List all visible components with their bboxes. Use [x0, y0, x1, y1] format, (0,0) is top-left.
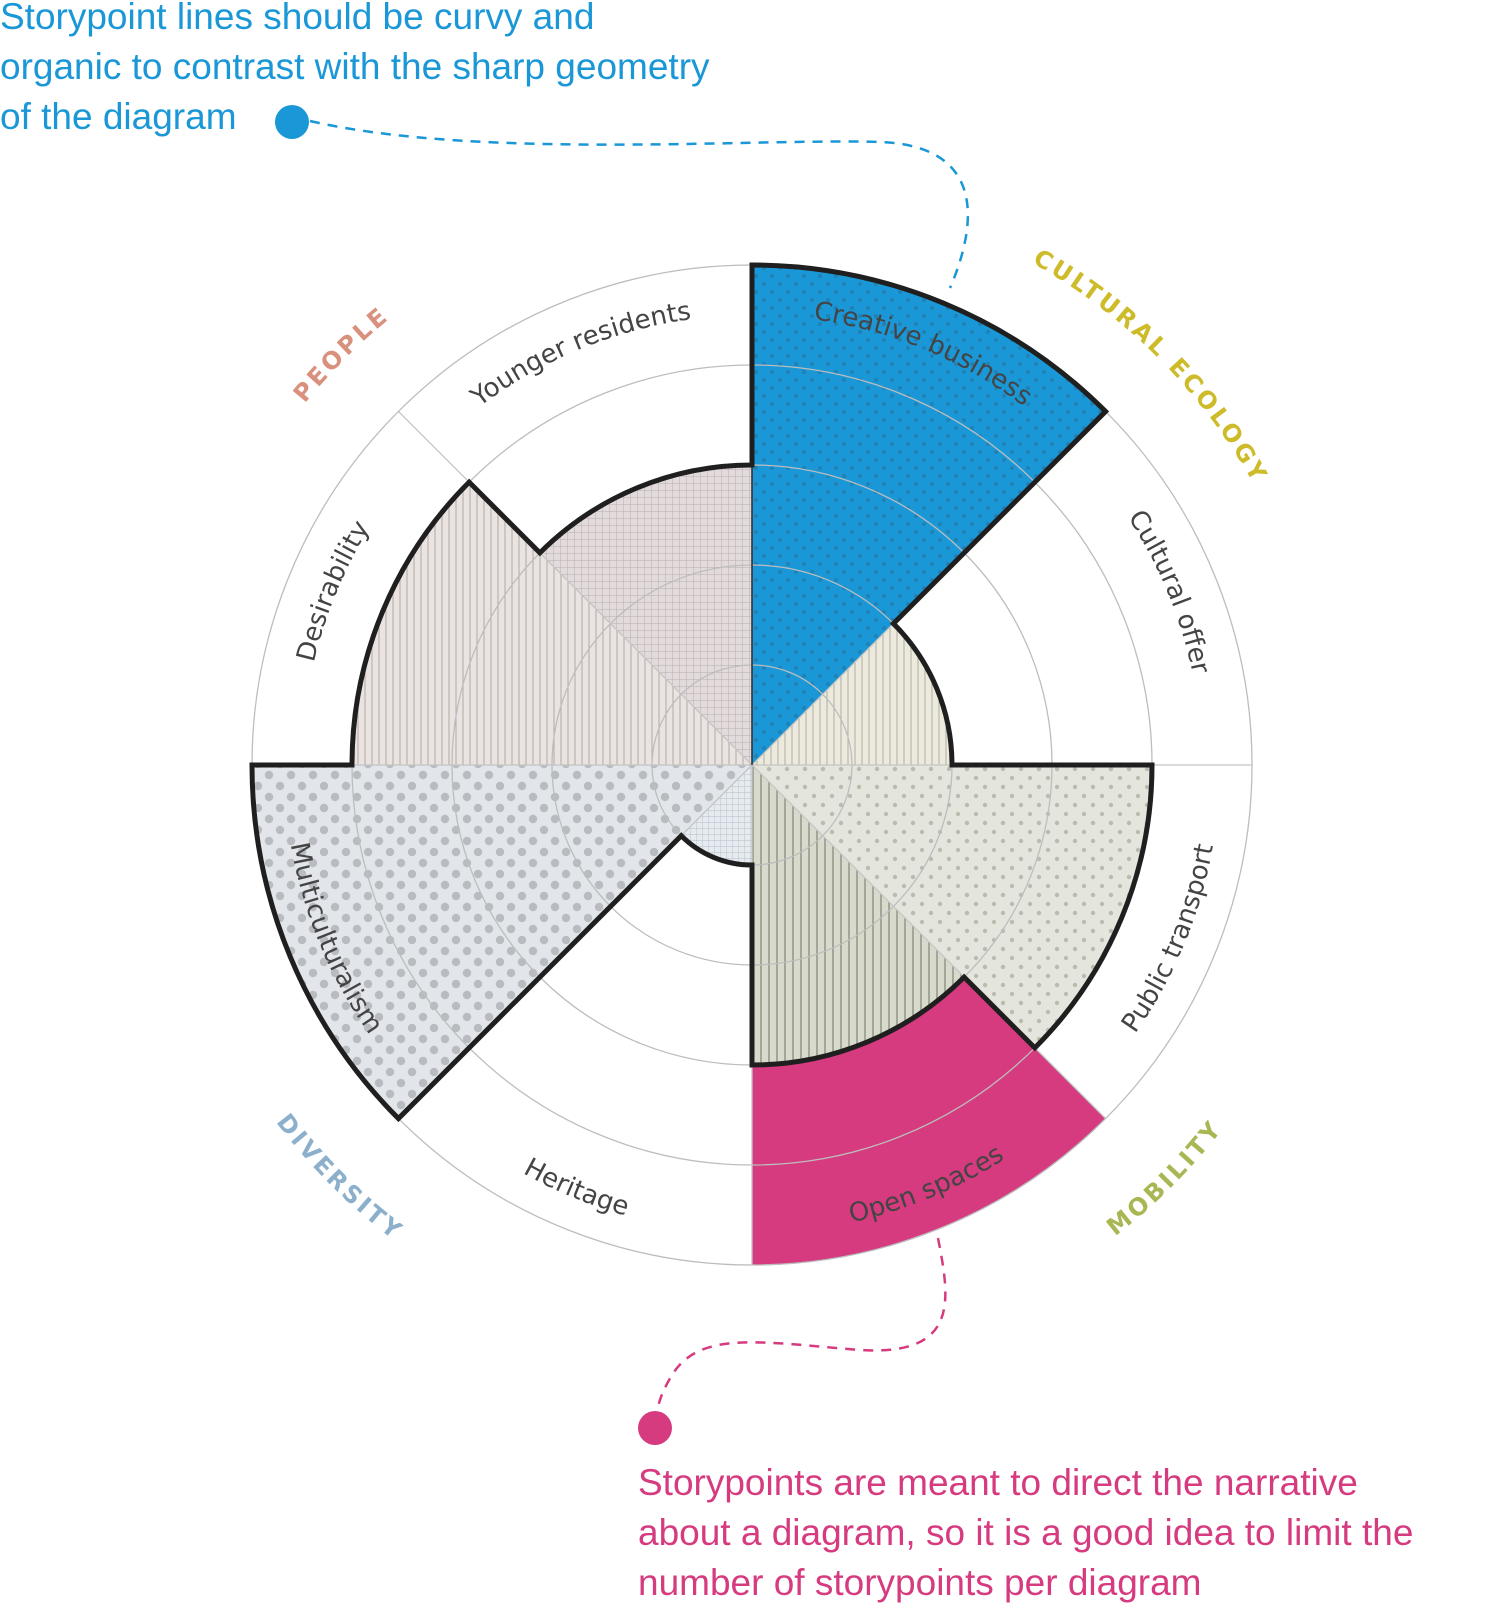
- spoke: [397, 410, 753, 766]
- segment-label-heritage: Heritage: [519, 1153, 632, 1223]
- category-label-mobility: MOBILITY: [1101, 1114, 1228, 1241]
- segment-pattern: [752, 265, 1106, 765]
- spoke: [751, 764, 1107, 1120]
- storypoint-note-top: Storypoint lines should be curvy and org…: [0, 0, 800, 142]
- storypoint-note-line: of the diagram: [0, 96, 237, 137]
- segment-pattern: [252, 765, 752, 1119]
- storypoint-note-line: Storypoint lines should be curvy and: [0, 0, 595, 37]
- storypoint-note-line: organic to contrast with the sharp geome…: [0, 46, 710, 87]
- segment-pattern: [752, 765, 965, 1065]
- category-label-diversity: DIVERSITY: [271, 1108, 409, 1246]
- segment-label-desirability: Desirability: [291, 515, 375, 664]
- storypoint-dot-top: [275, 105, 309, 139]
- segment-pattern: [752, 765, 1152, 1048]
- storypoint-connector-bottom: [654, 1237, 947, 1419]
- category-label-people: PEOPLE: [288, 301, 395, 408]
- storypoint-connector-top: [309, 119, 970, 289]
- segment-pattern: [539, 465, 752, 765]
- data-outline: [249, 262, 1155, 1123]
- storypoint-dot-bottom: [638, 1411, 672, 1445]
- storypoint-note-bottom: Storypoints are meant to direct the narr…: [638, 1458, 1498, 1608]
- segment-pattern: [752, 623, 952, 765]
- segment-label-younger-residents: Younger residents: [465, 296, 693, 413]
- storypoint-note-line: number of storypoints per diagram: [638, 1562, 1202, 1603]
- storypoint-note-line: Storypoints are meant to direct the narr…: [638, 1462, 1358, 1503]
- storypoint-note-line: about a diagram, so it is a good idea to…: [638, 1512, 1414, 1553]
- segment-pattern: [352, 482, 752, 765]
- segment-pattern: [681, 765, 752, 865]
